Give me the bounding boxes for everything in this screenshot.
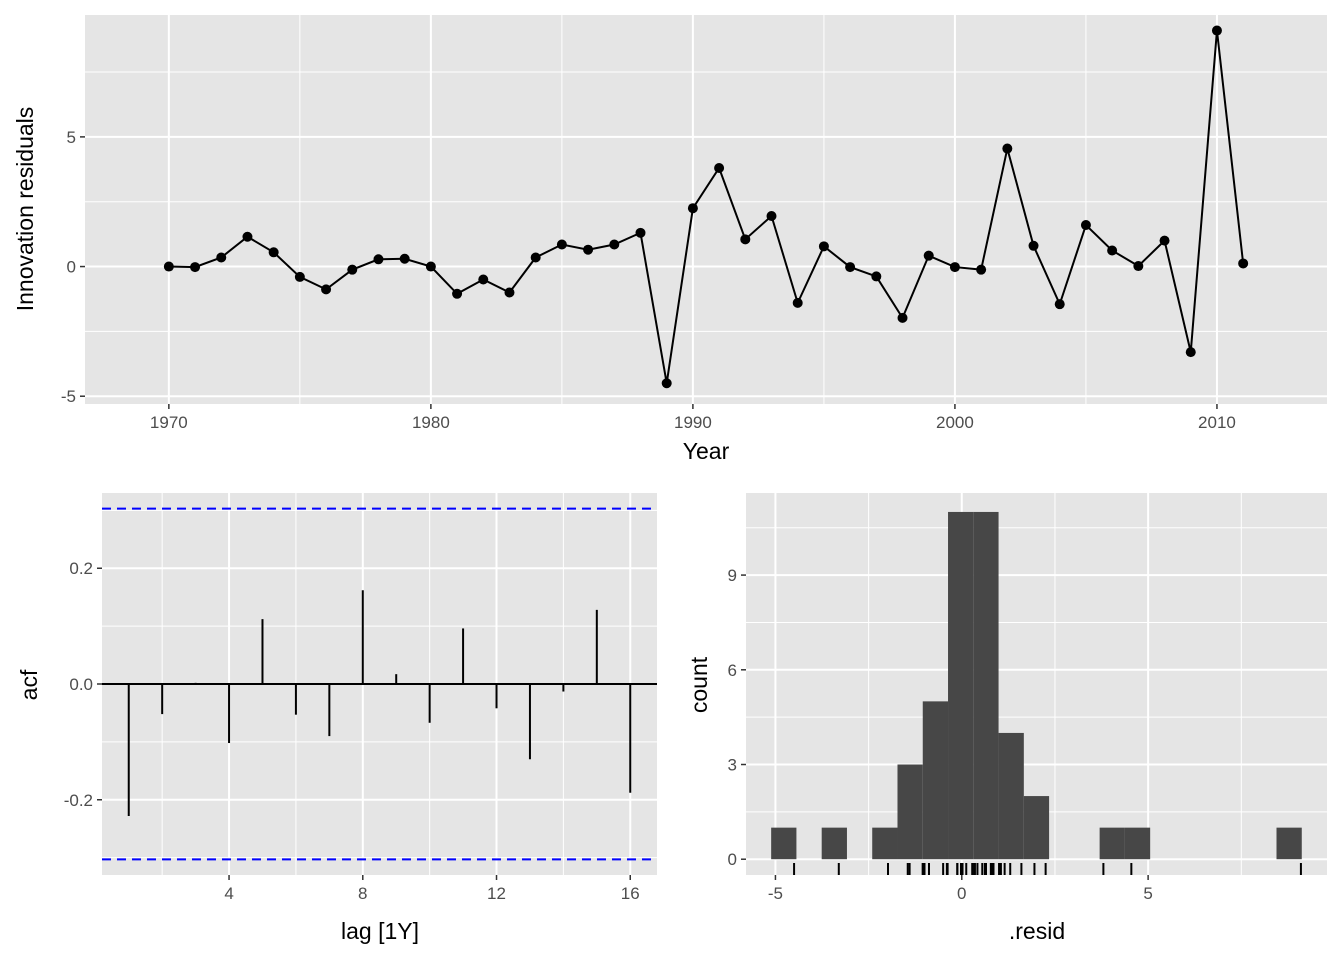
residual-point [609,239,620,250]
histogram-bar [897,764,923,860]
residual-point [949,262,960,273]
histogram-ticks: -5 0 5 0 3 6 9 [728,566,1153,903]
histogram-bar [973,511,999,860]
residual-point [1002,143,1013,154]
y-tick-label: -0.2 [64,791,93,810]
x-tick-label: 12 [487,884,506,903]
x-tick-label: 5 [1143,884,1152,903]
residual-point [687,203,698,214]
x-tick-label: -5 [768,884,783,903]
residual-point [661,378,672,389]
x-tick-label: 1990 [674,413,712,432]
residual-series-line [168,30,1245,384]
histogram-bar [821,827,847,860]
x-tick-label: 8 [358,884,367,903]
residual-point [1107,245,1118,256]
y-tick-label: 0 [67,258,76,277]
y-tick-label: 9 [728,566,737,585]
residual-point [478,274,489,285]
residual-point [976,264,987,275]
x-tick-label: 0 [957,884,966,903]
residual-point [1054,299,1065,310]
residual-point [897,312,908,323]
histogram-y-axis-title: count [686,656,712,713]
residual-point [425,261,436,272]
histogram-bar [1023,796,1050,860]
histogram-bar [922,701,949,860]
histogram-bar [1276,827,1302,860]
residual-point [871,271,882,282]
residuals-x-axis-title: Year [683,438,730,464]
histogram-bar [1099,827,1125,860]
residual-point [635,227,646,238]
x-tick-label: 2000 [936,413,974,432]
residuals-plot-ticks: 1970 1980 1990 2000 2010 -5 0 5 [61,128,1236,432]
residual-point [294,271,305,282]
residual-point [1133,261,1144,272]
acf-plot-marks [102,507,657,861]
residuals-plot-panel [85,15,1327,404]
residual-point [452,288,463,299]
histogram-bar [771,827,797,860]
histogram-bar [872,827,898,860]
residuals-plot-grid [85,15,1327,404]
residual-point [740,234,751,245]
y-tick-label: 6 [728,661,737,680]
residual-point [1028,240,1039,251]
residual-point [190,262,201,273]
y-tick-label: 5 [67,128,76,147]
histogram-marks [771,511,1302,875]
x-tick-label: 4 [224,884,233,903]
y-tick-label: 0.0 [69,675,93,694]
residual-point [216,252,227,263]
acf-plot: 4 8 12 16 -0.2 0.0 0.2 lag [1Y] acf [16,493,657,944]
y-tick-label: 0 [728,850,737,869]
residual-point [373,254,384,265]
residual-point [714,163,725,174]
x-tick-label: 2010 [1198,413,1236,432]
residuals-y-axis-title: Innovation residuals [12,107,38,312]
y-tick-label: 3 [728,756,737,775]
residual-point [845,262,856,273]
y-tick-label: 0.2 [69,559,93,578]
residuals-histogram: -5 0 5 0 3 6 9 .resid count [686,493,1327,944]
histogram-bar [998,732,1024,860]
residual-point [1238,258,1249,269]
x-tick-label: 1970 [150,413,188,432]
residual-point [1185,347,1196,358]
residual-point [556,239,567,250]
residuals-time-plot: 1970 1980 1990 2000 2010 -5 0 5 Year Innovation… [12,15,1327,464]
residual-point [818,241,829,252]
residual-point [504,287,515,298]
acf-plot-ticks: 4 8 12 16 -0.2 0.0 0.2 [64,559,640,903]
residual-point [268,247,279,258]
residual-point [1080,220,1091,231]
residual-point [163,261,174,272]
residual-point [792,297,803,308]
residuals-plot-marks [163,25,1249,389]
residual-point [766,210,777,221]
residual-point [399,253,410,264]
residual-point [321,284,332,295]
acf-y-axis-title: acf [16,669,42,700]
x-tick-label: 16 [621,884,640,903]
histogram-bar [948,511,974,860]
residual-point [1211,25,1222,36]
residual-point [923,250,934,261]
histogram-x-axis-title: .resid [1009,918,1065,944]
residual-point [347,264,358,275]
x-tick-label: 1980 [412,413,450,432]
residual-point [530,252,541,263]
y-tick-label: -5 [61,387,76,406]
residual-point [1159,235,1170,246]
residual-point [242,231,253,242]
residual-point [583,244,594,255]
histogram-bar [1124,827,1151,860]
acf-x-axis-title: lag [1Y] [341,918,419,944]
